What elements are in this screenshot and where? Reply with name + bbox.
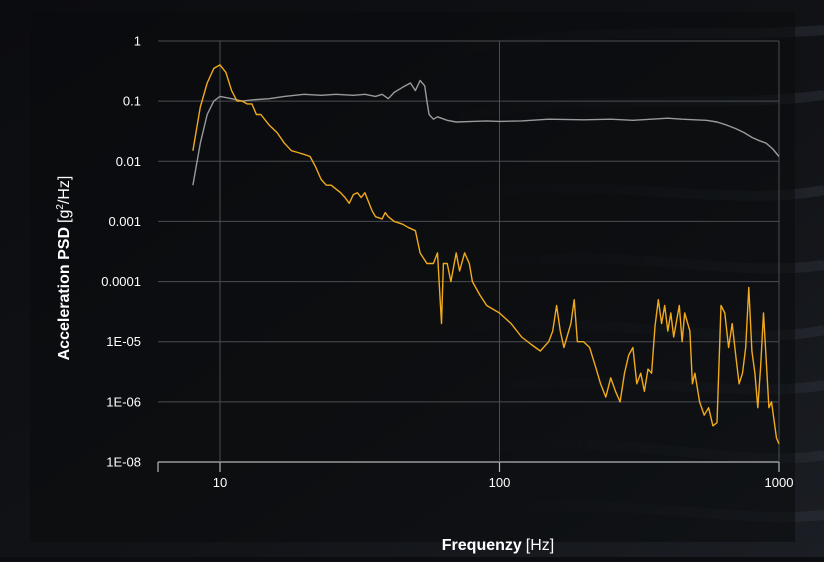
- y-tick-label: 1E-08: [106, 455, 141, 470]
- y-tick-label: 0.001: [108, 214, 141, 229]
- y-tick-label: 1E-06: [106, 394, 141, 409]
- x-axis-title-unit: [Hz]: [526, 537, 554, 554]
- x-tick-labels: 10 100 1000: [213, 475, 794, 490]
- y-tick-label: 0.0001: [101, 274, 141, 289]
- x-axis-title-main: Frequenzy: [442, 537, 522, 554]
- x-tick-label: 10: [213, 475, 227, 490]
- x-tick-label: 1000: [765, 475, 794, 490]
- y-axis-title-unit-sup: 2: [55, 204, 66, 210]
- y-axis-title: Acceleration PSD [g2/Hz]: [55, 176, 73, 361]
- plot-area: [30, 12, 795, 542]
- y-axis-title-unit-pre: [g: [56, 210, 73, 223]
- grid: [157, 40, 780, 472]
- y-tick-label: 1: [134, 34, 141, 49]
- series-line-1: [192, 79, 780, 186]
- series-line-2: [192, 64, 780, 445]
- x-axis-title: Frequenzy [Hz]: [442, 537, 554, 554]
- y-tick-label: 1E-05: [106, 334, 141, 349]
- series-group: [192, 64, 780, 445]
- y-tick-labels: 1 0.1 0.01 0.001 0.0001 1E-05 1E-06 1E-08: [101, 34, 141, 470]
- y-tick-label: 0.01: [116, 154, 141, 169]
- y-axis-title-unit-post: /Hz]: [56, 176, 73, 204]
- y-tick-label: 0.1: [123, 94, 141, 109]
- y-axis-title-main: Acceleration PSD: [56, 227, 73, 360]
- x-tick-label: 100: [489, 475, 511, 490]
